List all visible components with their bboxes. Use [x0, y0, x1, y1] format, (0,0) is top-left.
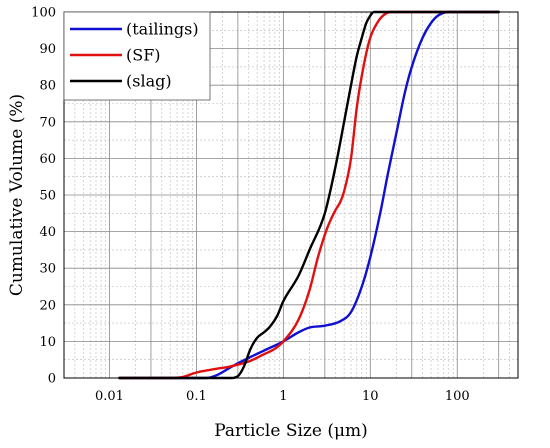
- x-tick-label: 0.1: [186, 389, 207, 404]
- x-tick-label: 10: [362, 389, 379, 404]
- y-tick-label: 20: [39, 298, 56, 313]
- legend: (tailings) (SF) (slag): [63, 11, 211, 101]
- x-tick-label: 0.01: [95, 389, 124, 404]
- x-tick-label: 100: [445, 389, 470, 404]
- y-axis-label: Cumulative Volume (%): [7, 94, 27, 296]
- x-tick-label: 1: [279, 389, 287, 404]
- y-tick-label: 10: [39, 335, 56, 350]
- ticks-layer: 0.01 0.1 1 10 100 0 10 20 30 40 50 60 70 80 90 100: [31, 6, 469, 405]
- y-tick-label: 60: [39, 152, 56, 167]
- plot-frame: [63, 11, 519, 379]
- legend-label: (SF): [126, 46, 161, 65]
- y-tick-label: 0: [48, 372, 56, 387]
- series-line-2: [118, 10, 500, 380]
- x-axis-label: Particle Size (μm): [214, 421, 368, 441]
- series-layer: [118, 10, 500, 380]
- y-tick-label: 100: [31, 6, 56, 21]
- series-line-3: [118, 10, 500, 380]
- legend-label: (tailings): [126, 20, 199, 39]
- y-tick-label: 70: [39, 115, 56, 130]
- legend-label: (slag): [126, 72, 172, 91]
- y-tick-label: 80: [39, 79, 56, 94]
- y-tick-label: 30: [39, 262, 56, 277]
- y-tick-label: 40: [39, 225, 56, 240]
- y-tick-label: 90: [39, 42, 56, 57]
- y-tick-label: 50: [39, 189, 56, 204]
